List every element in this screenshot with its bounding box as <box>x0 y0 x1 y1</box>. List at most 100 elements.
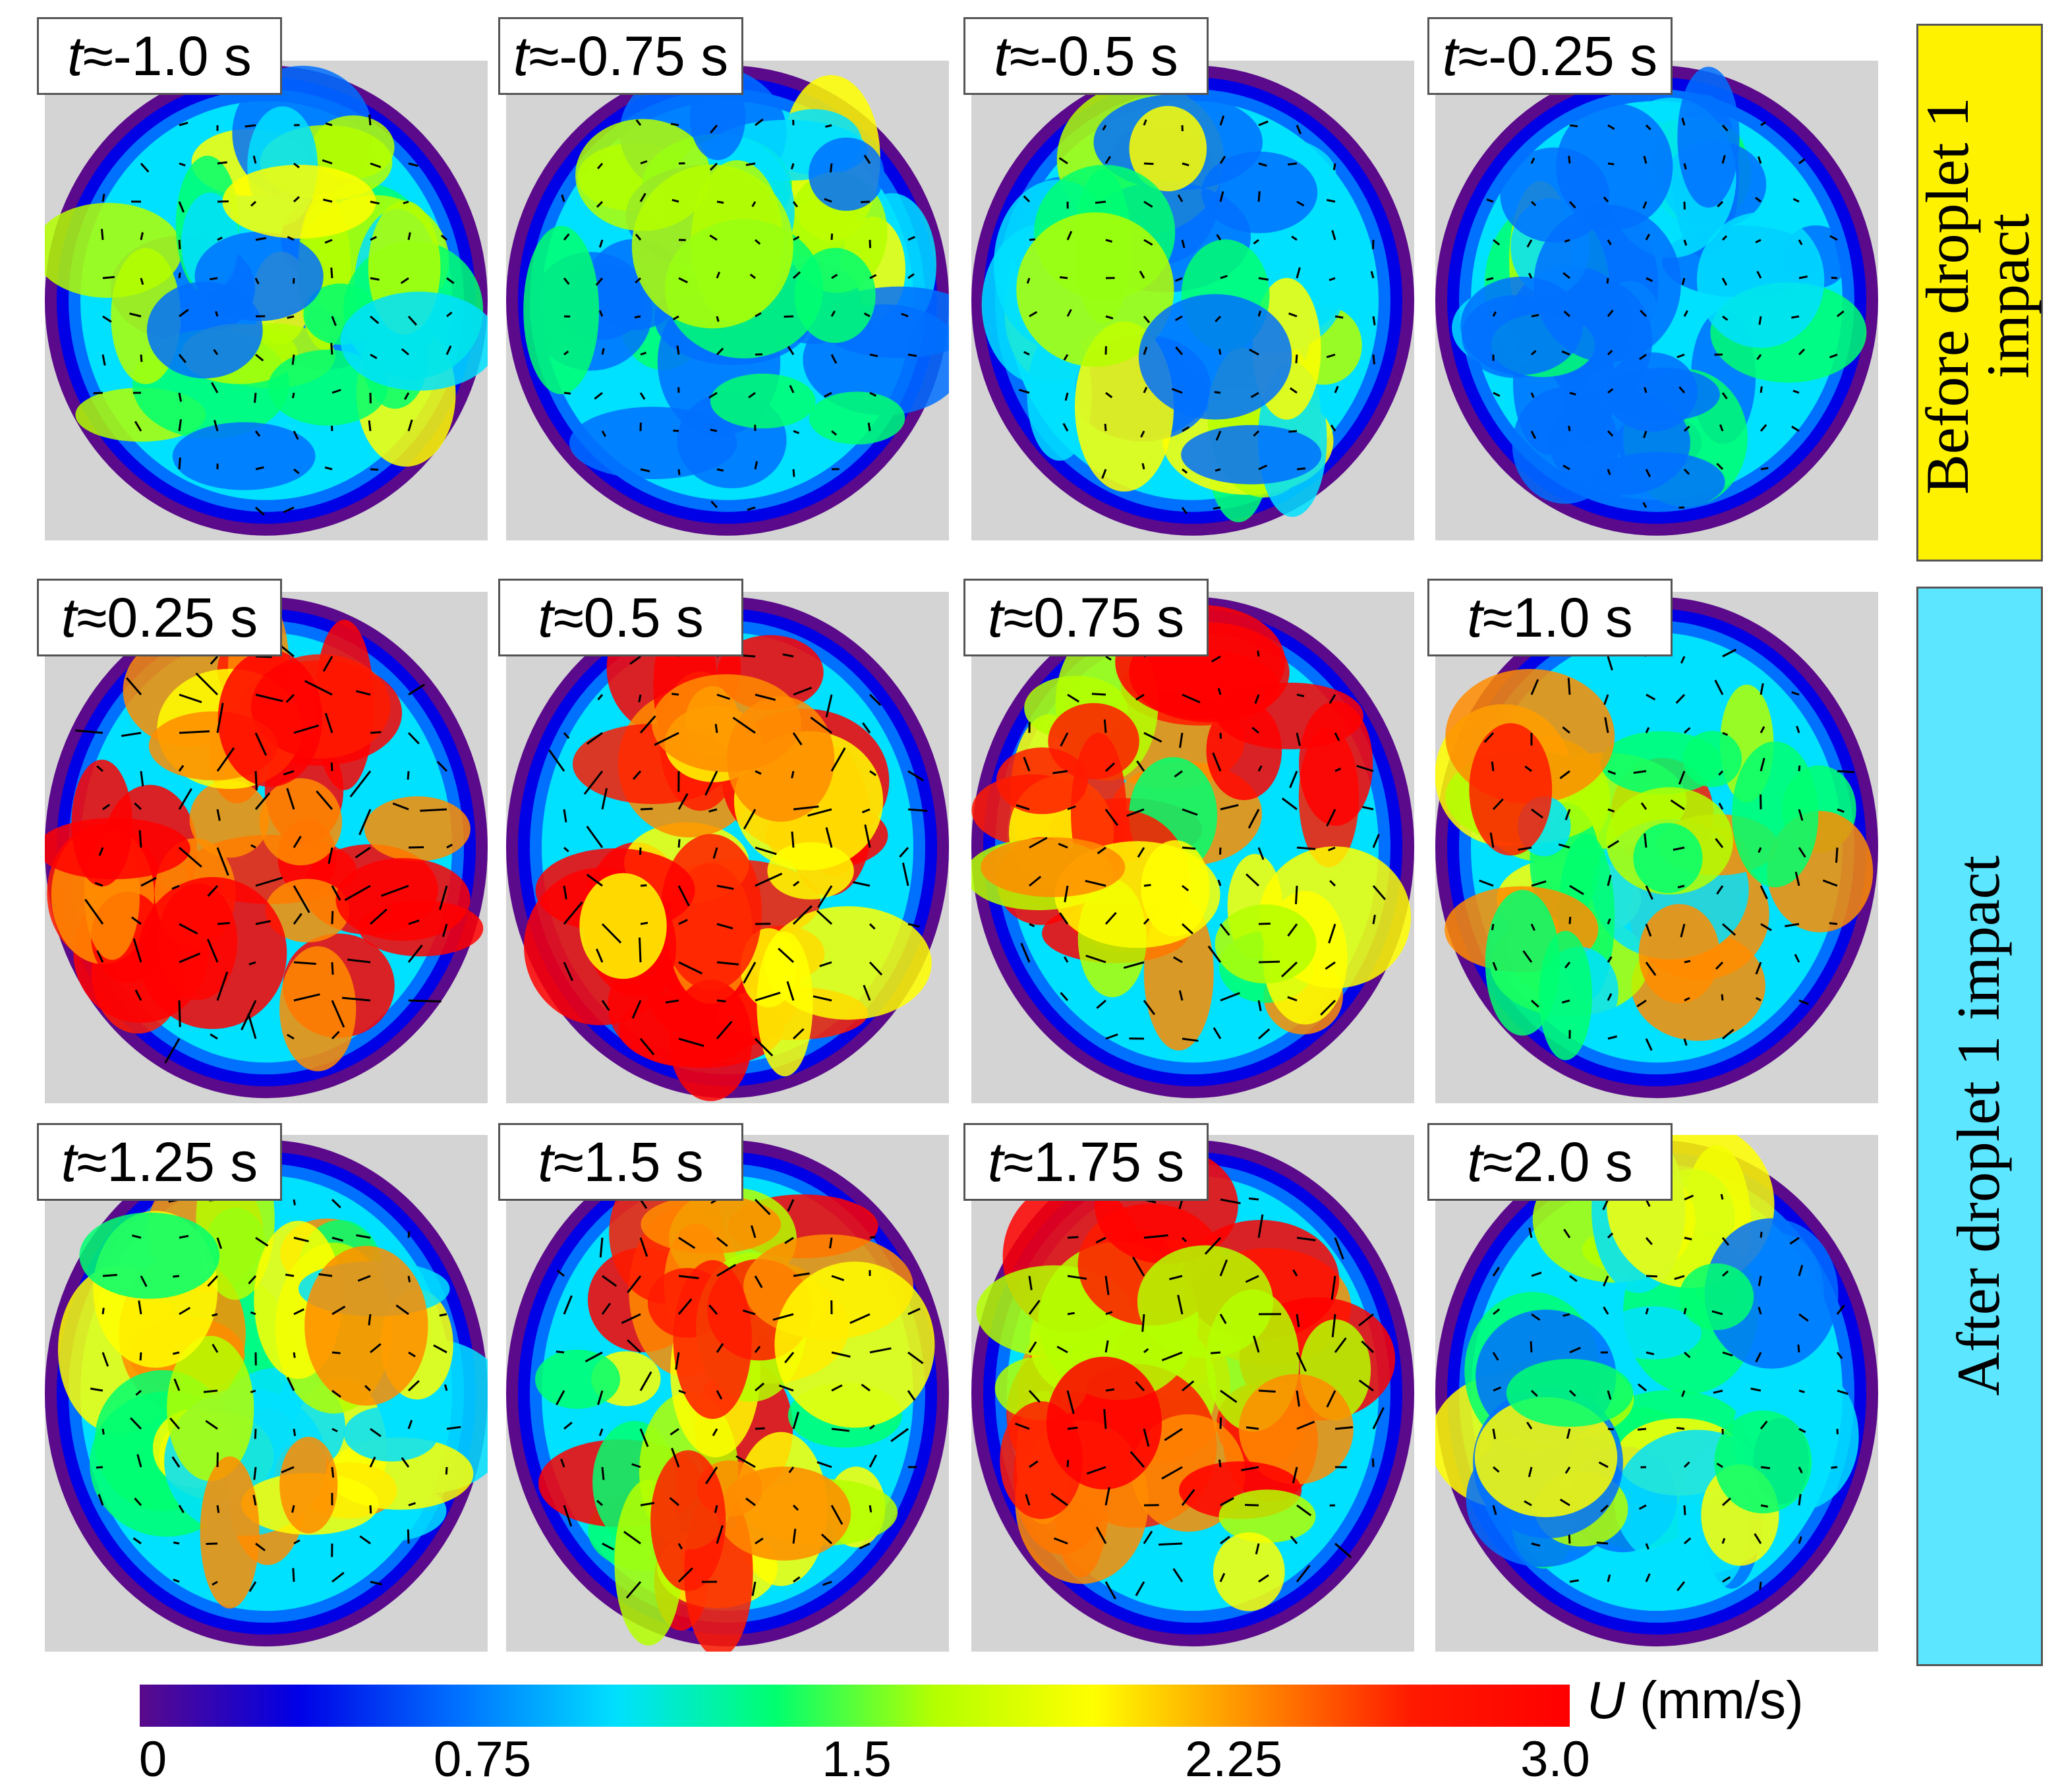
velocity-arrow <box>863 312 871 318</box>
velocity-arrow <box>1095 1526 1107 1544</box>
velocity-arrow <box>255 877 283 887</box>
velocity-arrow <box>1135 1381 1145 1392</box>
time-symbol: t <box>994 24 1010 87</box>
velocity-arrow <box>789 385 795 393</box>
velocity-arrow <box>1485 277 1494 281</box>
velocity-arrow <box>101 194 105 202</box>
velocity-arrow <box>370 315 380 324</box>
velocity-arrow <box>75 729 103 734</box>
velocity-arrow <box>439 885 448 910</box>
velocity-arrow <box>1683 1308 1687 1315</box>
velocity-arrow <box>1798 158 1806 165</box>
velocity-arrow <box>216 847 229 876</box>
velocity-arrow <box>213 349 219 355</box>
velocity-arrow <box>1760 467 1769 471</box>
velocity-arrow <box>370 731 382 734</box>
velocity-arrow <box>1328 923 1336 944</box>
velocity-arrow <box>1718 802 1724 810</box>
velocity-arrow <box>716 693 731 700</box>
velocity-arrow <box>356 1234 371 1239</box>
velocity-arrow <box>217 921 230 925</box>
velocity-arrow <box>293 961 316 965</box>
velocity-arrow <box>1785 923 1800 927</box>
velocity-arrow <box>1258 922 1271 925</box>
velocity-arrow <box>1683 425 1690 432</box>
velocity-arrow <box>1680 923 1686 938</box>
velocity-arrow <box>598 310 604 317</box>
velocity-arrow <box>293 836 302 848</box>
velocity-arrow <box>140 163 150 173</box>
velocity-arrow <box>1143 918 1150 925</box>
velocity-arrow <box>436 761 448 772</box>
velocity-arrow <box>735 1455 756 1468</box>
velocity-arrow <box>907 273 915 279</box>
field-blob <box>1138 294 1292 420</box>
velocity-arrow <box>356 690 371 696</box>
velocity-arrow <box>216 703 224 734</box>
velocity-arrow <box>1677 884 1685 888</box>
velocity-arrow <box>1372 885 1387 900</box>
velocity-arrow <box>1607 1035 1618 1040</box>
velocity-arrow <box>1141 463 1145 470</box>
velocity-arrow <box>1683 468 1690 475</box>
velocity-arrow <box>673 429 679 432</box>
velocity-arrow <box>1177 194 1184 202</box>
velocity-arrow <box>793 805 819 811</box>
velocity-arrow <box>1104 911 1117 925</box>
velocity-arrow <box>121 732 142 737</box>
velocity-arrow <box>408 1502 416 1507</box>
velocity-arrow <box>1178 990 1184 1001</box>
velocity-arrow <box>1492 1352 1499 1361</box>
velocity-arrow <box>1028 1300 1041 1315</box>
velocity-arrow <box>1755 196 1761 203</box>
velocity-arrow <box>1683 1461 1690 1468</box>
velocity-arrow <box>293 468 300 475</box>
velocity-arrow <box>331 1428 338 1433</box>
velocity-arrow <box>140 1275 148 1287</box>
field-blob <box>1213 1532 1285 1611</box>
time-label-12: t ≈2.0 s <box>1427 1123 1673 1201</box>
velocity-arrow <box>129 312 142 318</box>
velocity-arrow <box>678 1037 704 1047</box>
velocity-arrow <box>1219 1259 1228 1277</box>
velocity-arrow <box>331 1572 345 1583</box>
velocity-arrow <box>1215 315 1222 322</box>
approx-symbol: ≈ <box>1482 1130 1513 1193</box>
velocity-arrow <box>173 1275 180 1278</box>
velocity-arrow <box>178 239 181 250</box>
velocity-arrow <box>1797 1344 1800 1353</box>
velocity-arrow <box>595 277 604 286</box>
velocity-arrow <box>901 312 909 318</box>
velocity-arrow <box>1837 310 1845 318</box>
velocity-arrow <box>331 911 334 925</box>
velocity-arrow <box>286 788 295 810</box>
velocity-arrow <box>1326 198 1336 203</box>
velocity-arrow <box>1140 430 1145 438</box>
velocity-arrow <box>907 353 917 357</box>
velocity-arrow <box>825 827 833 848</box>
after-impact-label: After droplet 1 impact <box>1945 855 2012 1397</box>
velocity-arrow <box>863 154 871 164</box>
velocity-arrow <box>1288 312 1298 318</box>
velocity-arrow <box>1181 239 1186 248</box>
velocity-arrow <box>1633 770 1647 774</box>
velocity-arrow <box>755 770 762 775</box>
velocity-arrow <box>869 923 876 930</box>
velocity-arrow <box>1291 235 1298 241</box>
velocity-arrow <box>861 1383 871 1392</box>
field-blob <box>1679 1263 1754 1331</box>
velocity-arrow <box>247 1013 257 1039</box>
velocity-arrow <box>1794 954 1800 963</box>
velocity-arrow <box>1137 847 1145 858</box>
velocity-arrow <box>331 1306 346 1315</box>
velocity-arrow <box>1253 239 1259 245</box>
velocity-arrow <box>751 201 757 208</box>
velocity-arrow <box>1143 1234 1168 1239</box>
velocity-arrow <box>754 461 759 470</box>
velocity-arrow <box>1172 1568 1184 1582</box>
field-blob <box>1238 1373 1354 1485</box>
velocity-arrow <box>1798 239 1803 245</box>
velocity-arrow <box>563 277 570 285</box>
field-blob <box>1677 67 1740 208</box>
velocity-arrow <box>1290 1536 1298 1544</box>
